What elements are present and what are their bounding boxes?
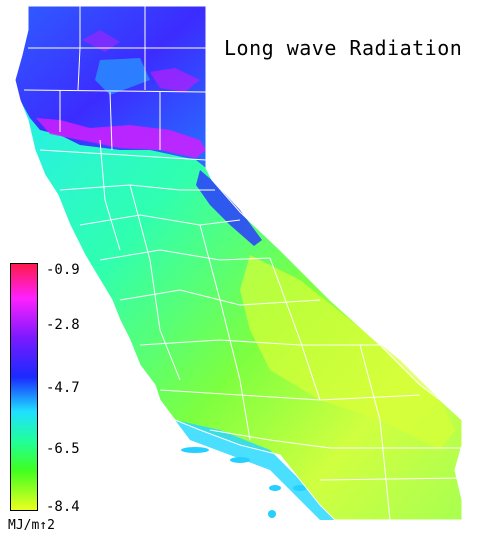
island-2	[230, 457, 250, 463]
colorbar-tick-2: -2.8	[46, 317, 80, 333]
cyan-patch-north	[95, 58, 150, 95]
county-boundaries	[23, 6, 463, 521]
sierra-region	[196, 170, 262, 246]
state-outline	[14, 5, 463, 521]
island-1	[181, 447, 209, 453]
colorbar-tick-3: -4.7	[46, 380, 80, 396]
colorbar-tick-4: -6.5	[46, 441, 80, 457]
island-5	[268, 510, 276, 518]
island-4	[293, 485, 307, 491]
desert-region	[240, 255, 455, 450]
colorbar-units-label: MJ/m↑2	[8, 518, 55, 533]
magenta-band	[36, 118, 206, 158]
south-coast-region	[175, 420, 335, 520]
colorbar-tick-5: -8.4	[46, 499, 80, 515]
island-3	[269, 485, 281, 491]
magenta-patch-east	[150, 68, 200, 92]
colorbar-gradient	[11, 264, 37, 510]
colorbar	[10, 263, 38, 511]
map-title: Long wave Radiation	[224, 36, 463, 60]
colorbar-tick-1: -0.9	[46, 262, 80, 278]
magenta-patch-north	[82, 30, 120, 52]
